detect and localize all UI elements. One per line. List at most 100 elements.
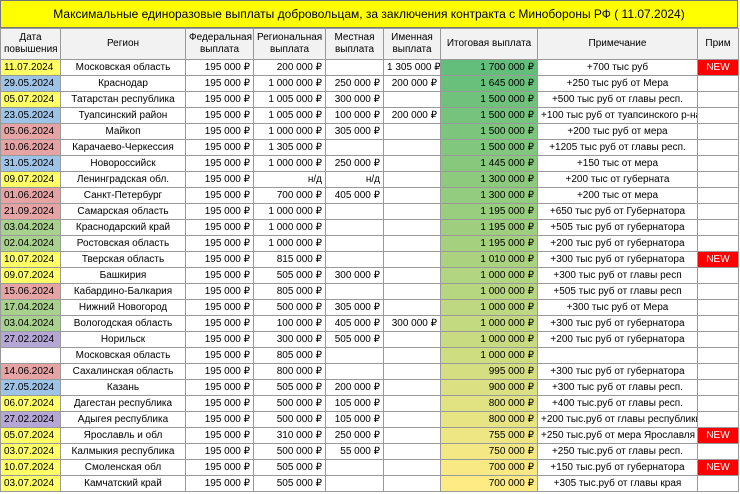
cell: 1 000 000 ₽ bbox=[253, 235, 326, 252]
cell bbox=[383, 171, 441, 188]
table-row: 02.04.2024 Ростовская область 195 000 ₽1 0… bbox=[0, 235, 739, 252]
table-row: 03.04.2024 Краснодарский край 195 000 ₽1 0… bbox=[0, 219, 739, 236]
cell: Калмыкия республика bbox=[60, 443, 186, 460]
table-row: Московская область 195 000 ₽805 000 ₽ 1 00… bbox=[0, 347, 739, 364]
cell bbox=[697, 171, 739, 188]
table-row: 05.06.2024 Майкоп 195 000 ₽1 000 000 ₽305 … bbox=[0, 123, 739, 140]
cell: 1 000 000 ₽ bbox=[253, 155, 326, 172]
cell: 300 000 ₽ bbox=[325, 267, 384, 284]
table-row: 03.07.2024 Камчатский край 195 000 ₽505 00… bbox=[0, 475, 739, 492]
cell: +200 тыс от мера bbox=[537, 187, 698, 204]
cell: 1 300 000 ₽ bbox=[440, 171, 538, 188]
cell: +400 тыс.руб от главы респ. bbox=[537, 395, 698, 412]
cell: 500 000 ₽ bbox=[253, 411, 326, 428]
table-row: 23.05.2024 Туапсинский район 195 000 ₽1 00… bbox=[0, 107, 739, 124]
cell: Московская область bbox=[60, 59, 186, 76]
cell: 195 000 ₽ bbox=[185, 235, 254, 252]
cell: +1205 тыс руб от главы респ. bbox=[537, 139, 698, 156]
cell bbox=[383, 267, 441, 284]
table-row: 27.02.2024 Норильск 195 000 ₽300 000 ₽505 … bbox=[0, 331, 739, 348]
cell: 195 000 ₽ bbox=[185, 171, 254, 188]
cell: 1 000 000 ₽ bbox=[440, 331, 538, 348]
cell: 05.06.2024 bbox=[0, 123, 61, 140]
cell: 505 000 ₽ bbox=[253, 475, 326, 492]
column-header: Именная выплата bbox=[383, 28, 441, 60]
cell bbox=[383, 235, 441, 252]
cell bbox=[697, 203, 739, 220]
cell: 1 000 000 ₽ bbox=[253, 123, 326, 140]
cell bbox=[697, 123, 739, 140]
cell: 815 000 ₽ bbox=[253, 251, 326, 268]
cell: 100 000 ₽ bbox=[253, 315, 326, 332]
cell: +250 тыс.руб от главы респ. bbox=[537, 443, 698, 460]
cell: 195 000 ₽ bbox=[185, 123, 254, 140]
cell bbox=[383, 251, 441, 268]
cell: 27.02.2024 bbox=[0, 411, 61, 428]
cell: 1 000 000 ₽ bbox=[440, 347, 538, 364]
cell: +200 тыс руб от губернатора bbox=[537, 331, 698, 348]
table-row: 14.06.2024 Сахалинская область 195 000 ₽80… bbox=[0, 363, 739, 380]
cell bbox=[383, 475, 441, 492]
table-row: 10.07.2024 Смоленская обл 195 000 ₽505 000… bbox=[0, 459, 739, 476]
cell: 09.07.2024 bbox=[0, 171, 61, 188]
cell bbox=[697, 219, 739, 236]
cell: 1 000 000 ₽ bbox=[440, 283, 538, 300]
cell: 505 000 ₽ bbox=[325, 331, 384, 348]
cell: +150 тыс.руб от губернатора bbox=[537, 459, 698, 476]
cell bbox=[325, 475, 384, 492]
cell: Самарская область bbox=[60, 203, 186, 220]
cell bbox=[697, 267, 739, 284]
cell: 250 000 ₽ bbox=[325, 427, 384, 444]
cell: 505 000 ₽ bbox=[253, 379, 326, 396]
table-row: 03.07.2024 Калмыкия республика 195 000 ₽50… bbox=[0, 443, 739, 460]
cell: 300 000 ₽ bbox=[325, 91, 384, 108]
cell bbox=[325, 203, 384, 220]
cell: 800 000 ₽ bbox=[440, 411, 538, 428]
cell: 700 000 ₽ bbox=[440, 459, 538, 476]
cell: +505 тыс руб от губернатора bbox=[537, 219, 698, 236]
cell bbox=[383, 283, 441, 300]
cell: Камчатский край bbox=[60, 475, 186, 492]
cell bbox=[697, 315, 739, 332]
cell bbox=[697, 363, 739, 380]
cell bbox=[697, 235, 739, 252]
cell: 505 000 ₽ bbox=[253, 459, 326, 476]
cell: 23.05.2024 bbox=[0, 107, 61, 124]
cell: +250 тыс руб от Мера bbox=[537, 75, 698, 92]
cell: Туапсинский район bbox=[60, 107, 186, 124]
cell: Нижний Новогород bbox=[60, 299, 186, 316]
cell: 195 000 ₽ bbox=[185, 459, 254, 476]
cell bbox=[383, 459, 441, 476]
cell: 1 445 000 ₽ bbox=[440, 155, 538, 172]
cell: 03.04.2024 bbox=[0, 315, 61, 332]
cell bbox=[325, 251, 384, 268]
cell: 195 000 ₽ bbox=[185, 475, 254, 492]
cell bbox=[697, 155, 739, 172]
cell: +300 тыс руб от губернатора bbox=[537, 363, 698, 380]
cell: 105 000 ₽ bbox=[325, 411, 384, 428]
cell: 1 500 000 ₽ bbox=[440, 91, 538, 108]
table-body: 11.07.2024 Московская область 195 000 ₽200… bbox=[0, 59, 739, 492]
table-row: 05.07.2024 Татарстан республика 195 000 ₽1… bbox=[0, 91, 739, 108]
cell: +200 тыс руб от губернатора bbox=[537, 235, 698, 252]
cell bbox=[697, 91, 739, 108]
cell: 1 645 000 ₽ bbox=[440, 75, 538, 92]
cell: Карачаево-Черкессия bbox=[60, 139, 186, 156]
cell: 195 000 ₽ bbox=[185, 411, 254, 428]
cell: 305 000 ₽ bbox=[325, 123, 384, 140]
cell: NEW bbox=[697, 459, 739, 476]
cell: 195 000 ₽ bbox=[185, 59, 254, 76]
cell: 10.07.2024 bbox=[0, 251, 61, 268]
table-row: 27.02.2024 Адыгея республика 195 000 ₽500 … bbox=[0, 411, 739, 428]
column-header: Федеральная выплата bbox=[185, 28, 254, 60]
cell bbox=[697, 107, 739, 124]
cell bbox=[325, 235, 384, 252]
cell: 03.07.2024 bbox=[0, 443, 61, 460]
table-row: 27.05.2024 Казань 195 000 ₽505 000 ₽200 00… bbox=[0, 379, 739, 396]
cell bbox=[383, 331, 441, 348]
cell: 1 195 000 ₽ bbox=[440, 219, 538, 236]
cell: 300 000 ₽ bbox=[383, 315, 441, 332]
column-header: Региональная выплата bbox=[253, 28, 326, 60]
cell bbox=[697, 283, 739, 300]
cell: 195 000 ₽ bbox=[185, 347, 254, 364]
